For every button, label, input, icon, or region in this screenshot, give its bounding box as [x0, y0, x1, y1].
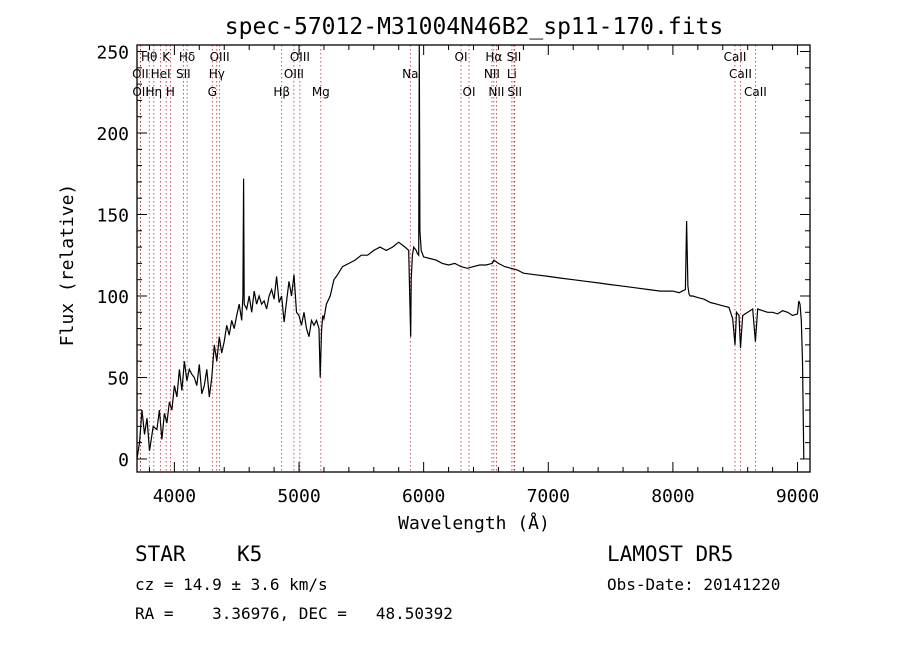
y-tick-label: 150 [96, 205, 129, 226]
y-tick-label: 0 [118, 450, 129, 471]
x-axis-label: Wavelength (Å) [398, 512, 550, 534]
spectral-line-label: OIII [290, 50, 310, 64]
spectral-line-label: Hβ [273, 85, 290, 99]
x-axis-ticks: 4000 5000 6000 7000 8000 9000 [148, 45, 819, 507]
spectral-line-label: SII [507, 85, 522, 99]
spectral-line-label: HeI [151, 67, 171, 81]
obs-date-text: Obs-Date: 20141220 [607, 575, 780, 594]
spectral-line-label: OIII [210, 50, 230, 64]
y-tick-label: 200 [96, 124, 129, 145]
spectral-line-label: SII [507, 50, 522, 64]
spectral-line-label: Hδ [179, 50, 195, 64]
spectrum-series-line [136, 44, 805, 460]
spectral-line-label: OI [455, 50, 468, 64]
y-axis-label: Flux (relative) [57, 184, 78, 347]
x-tick-label: 5000 [277, 486, 320, 507]
object-subclass: K5 [237, 542, 262, 566]
x-tick-label: 9000 [776, 486, 819, 507]
spectral-line-label: CaII [724, 50, 747, 64]
x-tick-label: 6000 [402, 486, 445, 507]
object-class: STAR [135, 542, 186, 566]
plot-frame [136, 44, 811, 473]
spectral-line-label: OI [463, 85, 476, 99]
spectral-line-label: K [162, 50, 171, 64]
y-axis-ticks: 0 50 100 150 200 250 [96, 43, 810, 471]
spectral-line-label: Na [402, 67, 418, 81]
spectral-line-label: Li [507, 67, 517, 81]
spectral-line-label: NII [488, 85, 504, 99]
redshift-text: cz = 14.9 ± 3.6 km/s [135, 575, 328, 594]
spectral-line-label: SII [176, 67, 191, 81]
y-tick-label: 50 [107, 368, 129, 389]
spectral-line-label: NII [484, 67, 500, 81]
y-tick-label: 250 [96, 43, 129, 64]
spectral-line-label: Hθ [141, 50, 157, 64]
spectral-line-label: H [166, 85, 175, 99]
spectral-line-label: Mg [312, 85, 330, 99]
survey-name: LAMOST DR5 [607, 542, 733, 566]
x-tick-label: 7000 [527, 486, 570, 507]
coordinates-text: RA = 3.36976, DEC = 48.50392 [135, 604, 453, 623]
spectral-line-label: CaII [729, 67, 752, 81]
spectral-line-label: CaII [744, 85, 767, 99]
spectral-line-label: G [208, 85, 217, 99]
spectral-line-label: Hα [485, 50, 502, 64]
chart-title: spec-57012-M31004N46B2_sp11-170.fits [225, 14, 724, 40]
spectral-line-label: Hγ [209, 67, 225, 81]
y-tick-label: 100 [96, 287, 129, 308]
x-tick-label: 8000 [651, 486, 694, 507]
spectral-line-label: Hη [146, 85, 163, 99]
x-tick-label: 4000 [153, 486, 196, 507]
spectral-line-label: OIII [284, 67, 304, 81]
